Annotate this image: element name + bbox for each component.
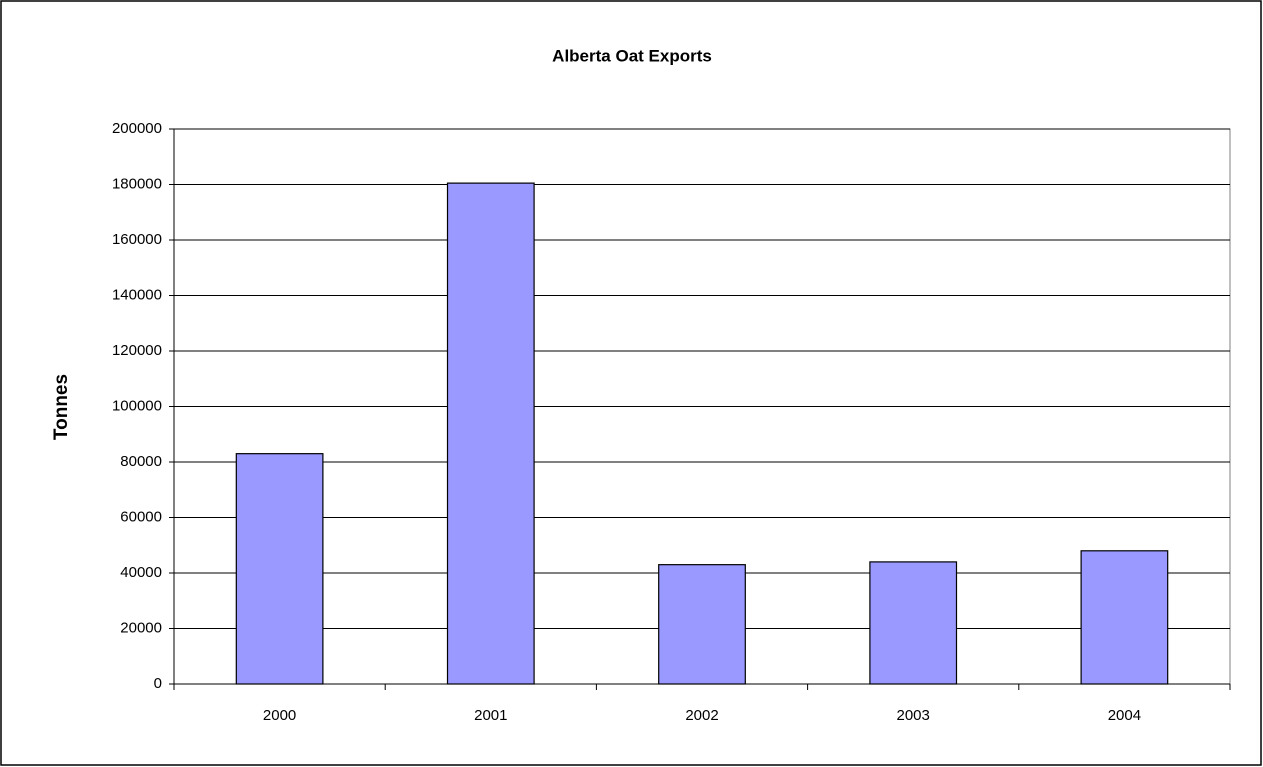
x-tick-label: 2000 bbox=[263, 707, 296, 724]
y-tick-label: 60000 bbox=[120, 508, 162, 525]
x-tick-label: 2003 bbox=[897, 707, 930, 724]
y-tick-label: 200000 bbox=[112, 120, 162, 137]
bar bbox=[1080, 550, 1169, 685]
y-tick-label: 140000 bbox=[112, 286, 162, 303]
y-tick-label: 180000 bbox=[112, 175, 162, 192]
bar bbox=[658, 564, 746, 685]
chart-title: Alberta Oat Exports bbox=[552, 46, 712, 65]
bar bbox=[235, 453, 324, 685]
y-tick-label: 80000 bbox=[120, 453, 162, 470]
x-tick-label: 2004 bbox=[1108, 707, 1141, 724]
y-tick-label: 20000 bbox=[120, 619, 162, 636]
y-tick-label: 160000 bbox=[112, 231, 162, 248]
x-tick-label: 2001 bbox=[474, 707, 507, 724]
bar bbox=[869, 561, 958, 685]
y-tick-label: 40000 bbox=[120, 564, 162, 581]
y-tick-label: 120000 bbox=[112, 342, 162, 359]
bar bbox=[446, 182, 535, 685]
y-tick-label: 100000 bbox=[112, 397, 162, 414]
y-tick-label: 0 bbox=[154, 675, 162, 692]
y-axis-title: Tonnes bbox=[51, 374, 72, 440]
x-tick-label: 2002 bbox=[685, 707, 718, 724]
